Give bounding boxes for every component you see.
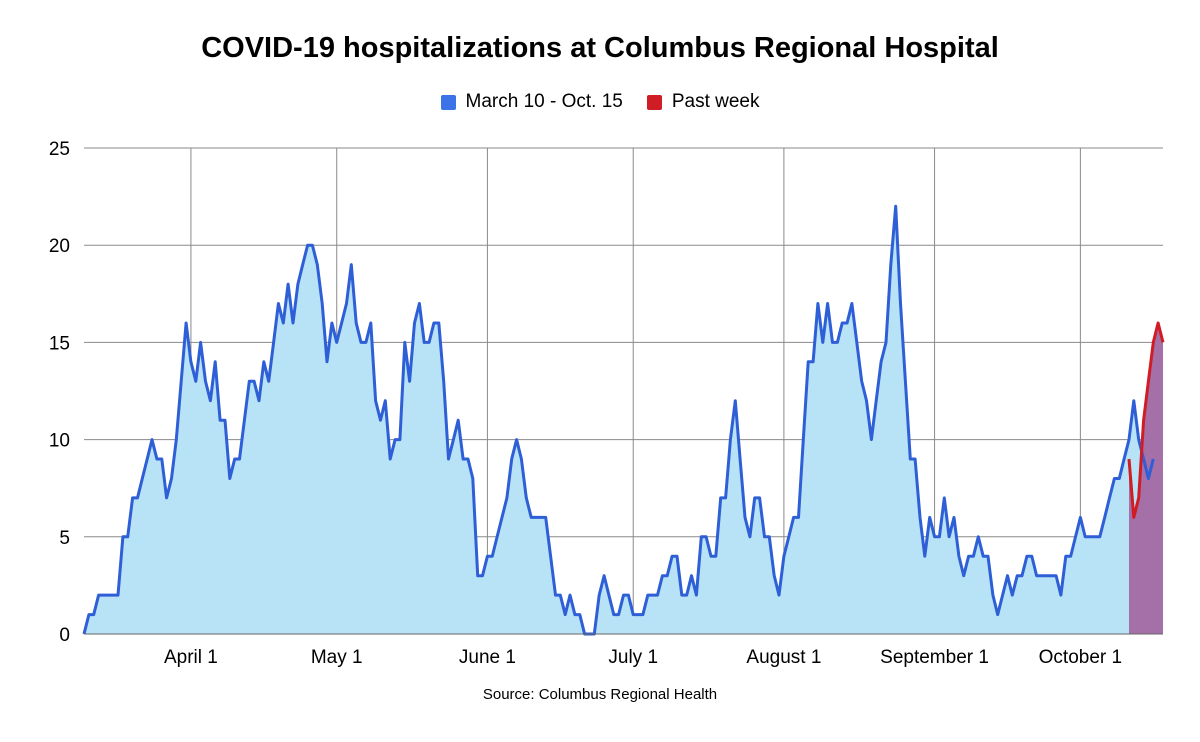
x-tick-label: June 1 bbox=[459, 647, 516, 668]
axes: 0 5 10 15 20 25 April 1 May 1 June 1 July 1 August… bbox=[49, 139, 1163, 668]
series-line-past-week bbox=[1127, 321, 1165, 519]
series-line-main bbox=[82, 204, 1155, 636]
x-tick-label: September 1 bbox=[880, 647, 989, 668]
legend-swatch-main bbox=[440, 94, 456, 110]
area-fills bbox=[84, 206, 1163, 635]
legend-item-past-week: Past week bbox=[646, 91, 760, 113]
y-tick-label: 25 bbox=[49, 139, 70, 160]
x-tick-label: April 1 bbox=[164, 647, 218, 668]
legend-item-main: March 10 - Oct. 15 bbox=[440, 91, 623, 113]
x-tick-label: August 1 bbox=[746, 647, 821, 668]
y-tick-label: 20 bbox=[49, 236, 70, 257]
series-lines bbox=[82, 204, 1165, 636]
series-area-past-week bbox=[1129, 323, 1163, 634]
legend-label-past-week: Past week bbox=[671, 91, 760, 112]
x-tick-label: May 1 bbox=[311, 647, 363, 668]
series-area-main bbox=[84, 206, 1154, 635]
chart-title: COVID-19 hospitalizations at Columbus Re… bbox=[201, 32, 999, 64]
source-note: Source: Columbus Regional Health bbox=[482, 686, 718, 703]
y-tick-label: 5 bbox=[59, 528, 70, 549]
legend: March 10 - Oct. 15 Past week bbox=[0, 91, 1200, 113]
legend-label-main: March 10 - Oct. 15 bbox=[465, 91, 623, 112]
y-tick-label: 15 bbox=[49, 333, 70, 354]
y-tick-label: 10 bbox=[49, 431, 70, 452]
x-tick-label: October 1 bbox=[1039, 647, 1122, 668]
x-tick-label: July 1 bbox=[608, 647, 658, 668]
y-tick-label: 0 bbox=[59, 625, 70, 646]
legend-swatch-past-week bbox=[646, 94, 662, 110]
